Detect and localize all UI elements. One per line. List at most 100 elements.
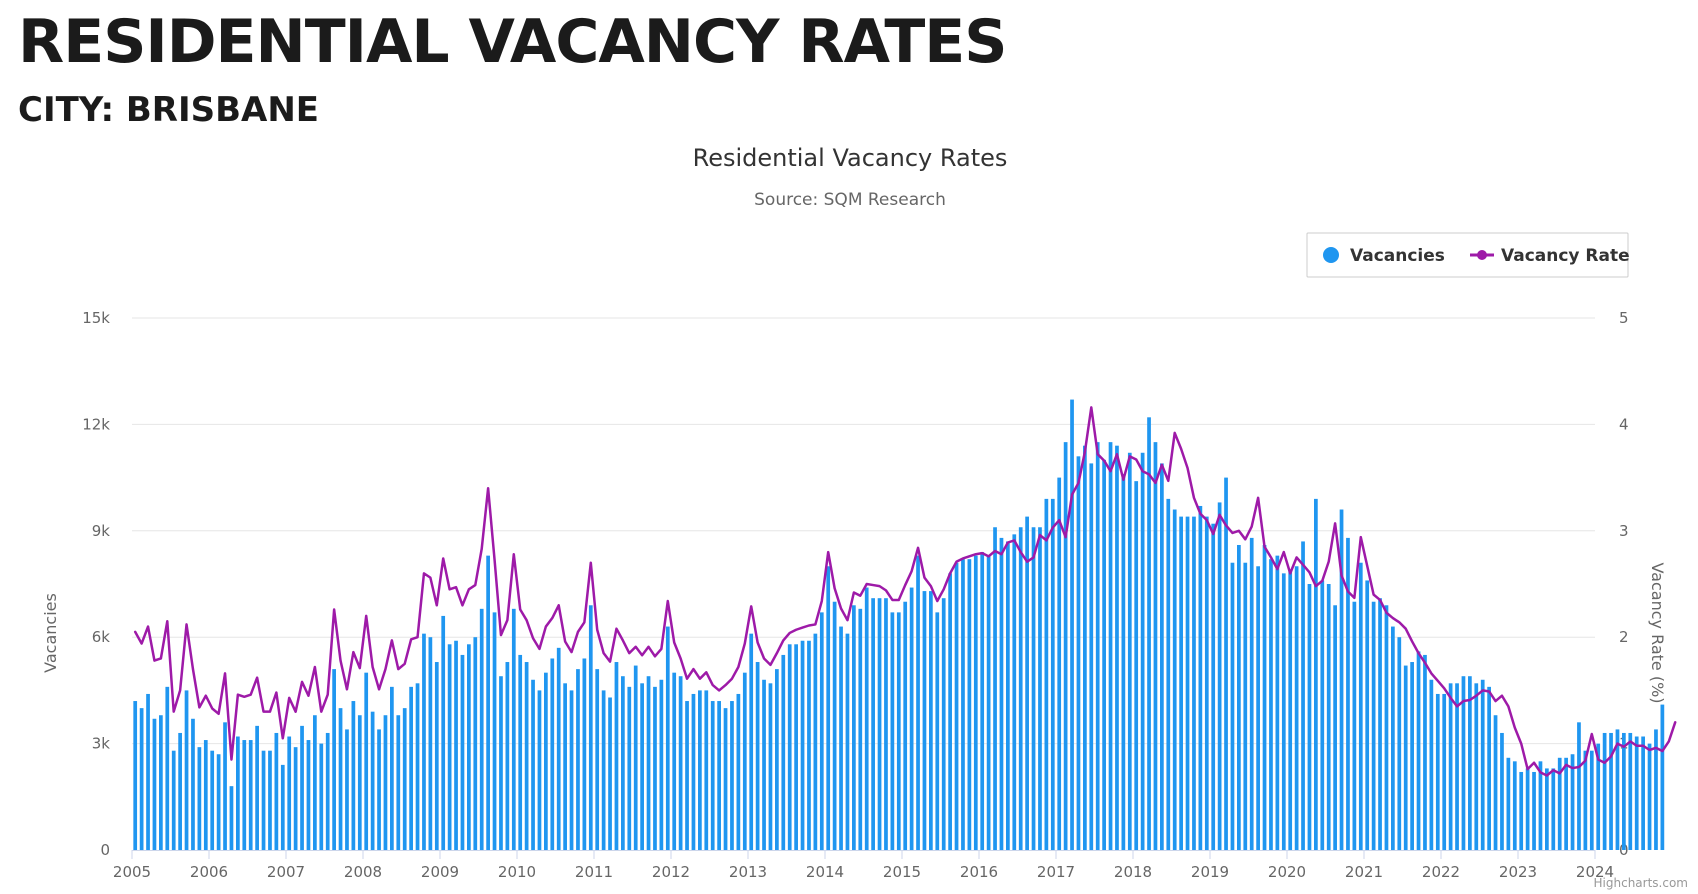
vacancies-bar [1172,509,1177,850]
legend-item-vacancies[interactable]: Vacancies [1323,246,1445,266]
vacancies-bar [1358,562,1363,850]
x-tick-label: 2023 [1499,863,1537,881]
vacancies-bar [993,527,997,850]
vacancies-bar [1179,516,1183,850]
vacancies-bar [1461,676,1466,850]
legend-symbol-vacancies [1323,247,1339,263]
vacancies-bar [1442,693,1447,850]
vacancies-bar [1551,768,1556,850]
vacancies-bar [486,555,490,850]
vacancies-bar [1237,544,1241,850]
chart-subtitle: Source: SQM Research [754,190,946,210]
vacancies-bar [1339,509,1344,850]
vacancies-bar [402,708,407,850]
vacancies-bar [1654,729,1658,850]
vacancies-bar [1545,768,1549,850]
x-tick-label: 2010 [498,863,536,881]
vacancy-rate-line [133,406,1677,777]
legend-label-vacancy-rate: Vacancy Rate [1501,246,1630,266]
vacancies-bar [274,732,279,850]
vacancies-bar [678,676,683,850]
vacancies-bar [922,591,927,850]
vacancies-bar [967,559,972,850]
vacancies-bar [819,612,824,850]
vacancies-bar [1371,601,1376,850]
vacancies-bar [1615,729,1620,850]
vacancies-bar [1031,527,1036,850]
vacancies-bar [1532,771,1536,850]
vacancies-bar [717,701,721,850]
vacancies-bar [1198,505,1203,850]
vacancies-bar [351,701,356,850]
x-tick-label: 2009 [421,863,459,881]
vacancies-bar [1589,750,1594,850]
x-tick-label: 2016 [960,863,998,881]
x-tick-label: 2017 [1037,863,1075,881]
vacancies-bar [723,708,728,850]
vacancies-series [133,399,1665,850]
vacancies-bar [383,715,388,850]
left-axis-title: Vacancies [41,593,60,673]
vacancies-bar [345,729,349,850]
left-tick-label: 15k [82,309,110,327]
vacancies-bar [293,747,298,850]
x-tick-label: 2006 [190,863,228,881]
vacancies-bar [409,686,413,850]
vacancies-bar [1365,580,1370,850]
x-tick-label: 2019 [1191,863,1229,881]
vacancies-bar [556,647,561,850]
vacancies-bar [454,640,458,850]
vacancies-bar [954,562,959,850]
vacancies-bar [1410,662,1414,850]
vacancies-bar [961,559,965,850]
vacancies-bar [1269,559,1273,850]
vacancies-bar [1577,722,1581,850]
vacancies-bar [313,715,317,850]
chart-credits[interactable]: Highcharts.com [1594,876,1688,890]
vacancies-bar [287,736,292,850]
vacancies-bar [653,686,657,850]
vacancies-bar [1429,679,1434,850]
vacancies-bar [710,701,715,850]
vacancies-bar [1326,584,1331,850]
vacancies-bar [1057,477,1062,850]
vacancies-bar [242,740,247,850]
right-tick-label: 2 [1619,628,1629,646]
vacancies-bar [1102,459,1106,850]
vacancies-bar [544,672,548,850]
left-tick-label: 3k [92,735,111,753]
vacancies-bar [390,686,394,850]
vacancies-bar [1346,537,1350,850]
legend-item-vacancy-rate[interactable]: Vacancy Rate [1470,246,1630,266]
vacancies-bar [935,612,940,850]
vacancies-bar [1044,498,1049,850]
vacancies-bar [839,626,843,850]
vacancies-bar [531,679,535,850]
x-tick-label: 2015 [883,863,921,881]
vacancies-bar [749,633,754,850]
right-tick-label: 4 [1619,415,1629,433]
vacancies-bar [178,732,182,850]
vacancies-bar [973,555,978,850]
vacancies-bar [1352,601,1357,850]
vacancies-bar [1012,534,1017,850]
x-tick-label: 2013 [729,863,767,881]
vacancies-bar [768,683,773,850]
vacancies-bar [1391,626,1395,850]
vacancies-bar [396,715,401,850]
vacancies-bar [1140,452,1145,850]
vacancies-bar [1583,750,1588,850]
vacancies-bar [941,598,946,850]
vacancies-bar [730,701,734,850]
x-tick-label: 2008 [344,863,382,881]
vacancies-bar [896,612,901,850]
vacancies-bar [1204,516,1209,850]
vacancies-bar [621,676,625,850]
legend-symbol-vacancy-rate [1477,250,1487,260]
right-tick-label: 3 [1619,522,1629,540]
vacancies-bar [563,683,567,850]
vacancies-bar [1083,445,1087,850]
vacancies-bar [916,555,920,850]
vacancies-bar [1288,569,1293,850]
vacancies-bar [1192,516,1196,850]
